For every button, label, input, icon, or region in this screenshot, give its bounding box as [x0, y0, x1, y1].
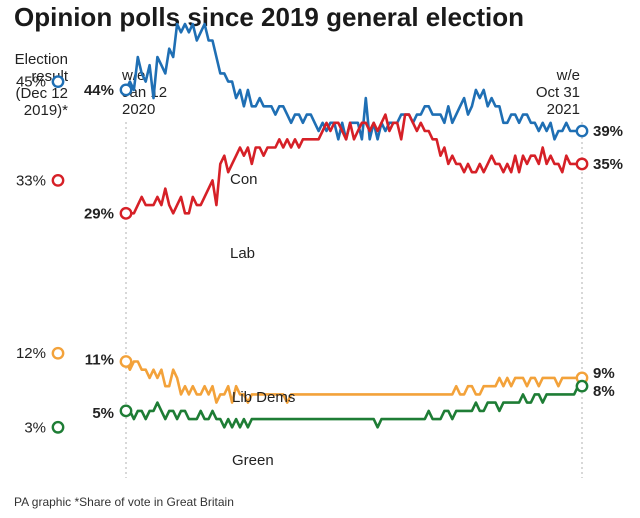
- lab-end-marker: [575, 157, 589, 171]
- footer-note: PA graphic *Share of vote in Great Brita…: [14, 495, 234, 509]
- con-start-marker: [119, 83, 133, 97]
- lib-dems-start-label: 11%: [85, 351, 114, 368]
- lib-dems-start-marker: [119, 355, 133, 368]
- green-election-marker: [51, 420, 65, 434]
- lab-series-line: [126, 113, 582, 215]
- lab-election-label: 33%: [16, 172, 46, 189]
- green-end-label: 8%: [593, 383, 615, 400]
- label-layer: 45% 44% 39% Con 33% 29% 35% Lab 12% 11% 9% Lib Dems…: [16, 74, 623, 469]
- con-series-label: Con: [230, 171, 258, 188]
- end-header-line-3: 2021: [547, 101, 580, 118]
- election-header-line-4: 2019)*: [24, 102, 68, 119]
- lab-start-label: 29%: [84, 205, 114, 222]
- end-date-header: w/e Oct 31 2021: [536, 67, 580, 118]
- election-header-line-1: Election: [15, 51, 68, 68]
- lab-start-marker: [119, 206, 133, 220]
- lib-dems-series-line: [124, 360, 582, 404]
- con-end-marker: [575, 124, 589, 138]
- chart-title: Opinion polls since 2019 general electio…: [14, 2, 524, 32]
- green-series-label: Green: [232, 452, 274, 469]
- lab-election-marker: [51, 174, 65, 187]
- green-start-label: 5%: [92, 405, 114, 422]
- lab-series-label: Lab: [230, 245, 255, 262]
- lib-dems-end-label: 9%: [593, 365, 615, 382]
- con-election-label: 45%: [16, 74, 46, 91]
- green-election-label: 3%: [24, 419, 46, 436]
- election-header-line-3: (Dec 12: [15, 85, 68, 102]
- green-end-marker: [575, 379, 589, 393]
- lib-dems-election-label: 12%: [16, 345, 46, 362]
- con-election-marker: [51, 75, 65, 89]
- lab-end-label: 35%: [593, 156, 623, 173]
- series-layer: [124, 22, 582, 429]
- marker-layer: [51, 75, 589, 434]
- end-header-line-1: w/e: [556, 67, 580, 84]
- con-start-label: 44%: [84, 82, 114, 99]
- green-start-marker: [119, 404, 133, 418]
- start-header-line-3: 2020: [122, 101, 155, 118]
- con-end-label: 39%: [593, 123, 623, 140]
- end-header-line-2: Oct 31: [536, 84, 580, 101]
- lib-dems-series-label: Lib Dems: [232, 389, 295, 406]
- con-series-line: [124, 22, 582, 141]
- start-header-line-1: w/e: [121, 67, 145, 84]
- green-series-line: [126, 384, 582, 429]
- lib-dems-election-marker: [51, 346, 65, 360]
